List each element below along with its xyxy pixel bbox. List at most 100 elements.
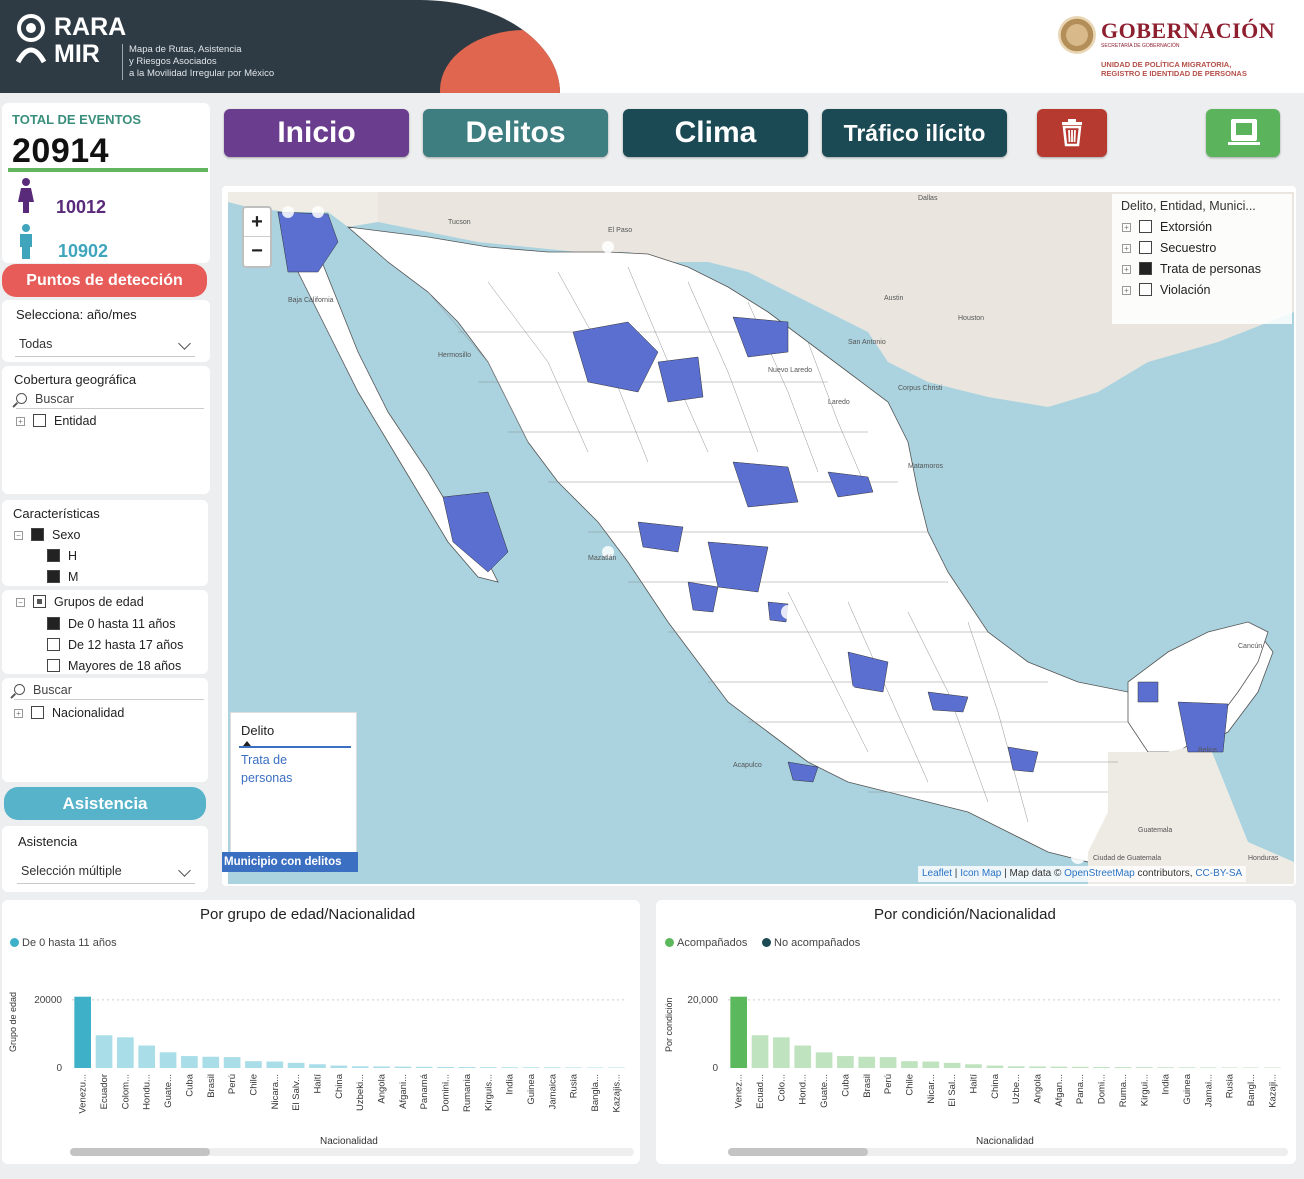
age-chart-scroll-thumb[interactable] <box>70 1148 210 1156</box>
bar[interactable] <box>858 1056 876 1068</box>
bar[interactable] <box>309 1064 326 1068</box>
delitos-button[interactable]: Delitos <box>423 109 608 157</box>
collapse-icon[interactable]: − <box>16 598 25 607</box>
bar[interactable] <box>901 1061 918 1068</box>
nacionalidad-checkbox[interactable] <box>31 706 44 719</box>
edad-12-17-item[interactable]: De 12 hasta 17 años <box>47 637 183 653</box>
bar[interactable] <box>351 1066 369 1068</box>
bar[interactable] <box>965 1064 982 1068</box>
legend-checkbox[interactable] <box>1139 283 1152 296</box>
condition-chart-scrollbar[interactable] <box>728 1148 1288 1156</box>
sexo-h-checkbox[interactable] <box>47 549 60 562</box>
bar[interactable] <box>986 1065 1004 1068</box>
bar[interactable] <box>1071 1066 1089 1068</box>
bar[interactable] <box>117 1037 134 1068</box>
edad-18-item[interactable]: Mayores de 18 años <box>47 658 181 674</box>
mexico-map[interactable]: Dallas San Antonio Houston Laredo Matamo… <box>228 192 1294 884</box>
bar[interactable] <box>1093 1066 1110 1068</box>
bar[interactable] <box>815 1052 833 1068</box>
collapse-icon[interactable]: − <box>14 531 23 540</box>
asistencia-select[interactable]: Selección múltiple <box>17 864 195 884</box>
expand-icon[interactable]: + <box>1122 265 1131 274</box>
bar[interactable] <box>202 1056 220 1068</box>
clear-filters-button[interactable] <box>1037 109 1107 157</box>
delito-filter-box[interactable]: Delito Trata de personas <box>230 712 357 864</box>
geo-search[interactable]: Buscar <box>16 392 204 409</box>
age-chart-scrollbar[interactable] <box>70 1148 634 1156</box>
nationality-search[interactable]: Buscar <box>14 683 204 700</box>
zoom-in-button[interactable]: + <box>244 208 270 237</box>
bar[interactable] <box>373 1066 390 1068</box>
bar[interactable] <box>522 1067 540 1068</box>
bar[interactable] <box>1029 1066 1046 1068</box>
legend-checkbox[interactable] <box>1139 220 1152 233</box>
bar[interactable] <box>458 1067 476 1068</box>
bar[interactable] <box>479 1067 497 1068</box>
legend-item[interactable]: + Violación <box>1122 282 1211 298</box>
bar[interactable] <box>1114 1067 1132 1068</box>
leaflet-link[interactable]: Leaflet <box>922 868 953 879</box>
edad-12-17-checkbox[interactable] <box>47 638 60 651</box>
legend-item[interactable]: + Trata de personas <box>1122 261 1261 277</box>
bar[interactable] <box>1199 1067 1217 1068</box>
sexo-m-checkbox[interactable] <box>47 570 60 583</box>
sexo-checkbox[interactable] <box>31 528 44 541</box>
bar[interactable] <box>1157 1067 1174 1068</box>
bar[interactable] <box>223 1057 241 1068</box>
date-filter-select[interactable]: Todas <box>15 337 195 357</box>
bar[interactable] <box>287 1062 305 1068</box>
bar[interactable] <box>1050 1066 1068 1068</box>
expand-icon[interactable]: + <box>16 417 25 426</box>
condition-chart-legend-1[interactable]: Acompañados <box>665 937 747 949</box>
edad-0-11-checkbox[interactable] <box>47 617 60 630</box>
icon-map-link[interactable]: Icon Map <box>960 868 1002 879</box>
bar[interactable] <box>138 1045 156 1069</box>
bar[interactable] <box>266 1061 284 1068</box>
sexo-h-item[interactable]: H <box>47 548 77 564</box>
expand-icon[interactable]: + <box>1122 286 1131 295</box>
map-canvas[interactable]: Dallas San Antonio Houston Laredo Matamo… <box>228 192 1294 884</box>
grupos-edad-checkbox[interactable] <box>33 595 46 608</box>
expand-icon[interactable]: + <box>14 709 23 718</box>
age-chart-legend[interactable]: De 0 hasta 11 años <box>10 937 117 949</box>
sexo-m-item[interactable]: M <box>47 569 78 585</box>
legend-checkbox[interactable] <box>1139 241 1152 254</box>
expand-icon[interactable]: + <box>1122 223 1131 232</box>
bar[interactable] <box>95 1035 113 1068</box>
edad-18-checkbox[interactable] <box>47 659 60 672</box>
sort-caret-icon[interactable] <box>243 741 251 746</box>
sexo-item[interactable]: − Sexo <box>14 527 81 543</box>
bar[interactable] <box>751 1035 769 1068</box>
bar[interactable] <box>245 1061 262 1068</box>
bar[interactable] <box>543 1067 561 1068</box>
entidad-item[interactable]: + Entidad <box>16 413 96 429</box>
asistencia-button[interactable]: Asistencia <box>4 787 206 820</box>
bar[interactable] <box>1178 1067 1196 1068</box>
bar[interactable] <box>837 1056 854 1068</box>
inicio-button[interactable]: Inicio <box>224 109 409 157</box>
bar[interactable] <box>330 1065 348 1068</box>
bar[interactable] <box>501 1067 518 1068</box>
legend-item[interactable]: + Extorsión <box>1122 219 1212 235</box>
bar[interactable] <box>943 1062 961 1068</box>
nacionalidad-item[interactable]: + Nacionalidad <box>14 705 124 721</box>
bar[interactable] <box>586 1067 604 1068</box>
bar[interactable] <box>415 1066 433 1068</box>
bar[interactable] <box>437 1066 454 1068</box>
desktop-view-button[interactable] <box>1206 109 1280 157</box>
bar[interactable] <box>74 996 91 1068</box>
osm-link[interactable]: OpenStreetMap <box>1064 868 1135 879</box>
age-chart[interactable]: 20000 0 Venezu... Ecuador Colom... Hondu... Gu… <box>20 985 635 1135</box>
bar[interactable] <box>730 996 747 1068</box>
legend-item[interactable]: + Secuestro <box>1122 240 1216 256</box>
bar[interactable] <box>1135 1067 1153 1068</box>
trafico-ilicito-button[interactable]: Tráfico ilícito <box>822 109 1007 157</box>
bar[interactable] <box>565 1067 582 1068</box>
bar[interactable] <box>773 1037 790 1068</box>
bar[interactable] <box>879 1057 897 1068</box>
license-link[interactable]: CC-BY-SA <box>1195 868 1243 879</box>
bar[interactable] <box>181 1056 198 1068</box>
bar[interactable] <box>1007 1066 1025 1068</box>
delito-value[interactable]: Trata de personas <box>241 753 293 785</box>
clima-button[interactable]: Clima <box>623 109 808 157</box>
